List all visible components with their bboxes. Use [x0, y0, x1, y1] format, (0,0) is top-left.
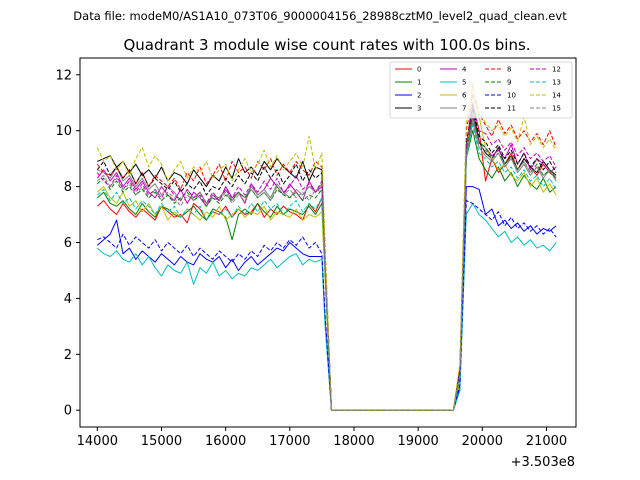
series-line-10 — [97, 200, 557, 411]
legend-label-4: 4 — [462, 66, 467, 74]
series-line-14 — [96, 96, 557, 411]
axis-layer: 14000 15000 16000 17000 18000 19000 20000 21000… — [55, 68, 567, 449]
legend-label-13: 13 — [552, 79, 561, 87]
legend-label-12: 12 — [552, 66, 561, 74]
x-tick-label-15000: 15000 — [141, 434, 182, 449]
series-line-11 — [96, 105, 557, 411]
legend-label-8: 8 — [507, 66, 511, 74]
legend-label-14: 14 — [552, 92, 561, 100]
series-line-1 — [96, 130, 557, 411]
y-tick-label-2: 2 — [64, 348, 72, 363]
legend-label-5: 5 — [462, 79, 466, 87]
chart-title: Quadrant 3 module wise count rates with … — [123, 36, 530, 54]
legend-label-2: 2 — [417, 92, 421, 100]
y-tick-label-4: 4 — [64, 292, 72, 307]
series-line-5 — [96, 202, 557, 411]
x-tick-label-19000: 19000 — [397, 434, 438, 449]
series-line-15 — [96, 119, 557, 411]
legend-box — [389, 61, 573, 119]
y-tick-label-10: 10 — [55, 124, 72, 139]
legend-label-15: 15 — [552, 105, 561, 113]
y-tick-label-0: 0 — [64, 404, 72, 419]
x-tick-label-18000: 18000 — [333, 434, 374, 449]
axes-frame — [79, 57, 577, 428]
series-line-12 — [96, 102, 557, 411]
x-tick-label-14000: 14000 — [77, 434, 118, 449]
series-line-13 — [96, 124, 557, 411]
y-tick-label-8: 8 — [64, 180, 72, 195]
series-layer — [96, 82, 557, 411]
series-line-6 — [96, 82, 557, 411]
x-tick-label-16000: 16000 — [205, 434, 246, 449]
legend-label-11: 11 — [507, 105, 516, 113]
legend-label-1: 1 — [417, 79, 421, 87]
x-tick-label-17000: 17000 — [269, 434, 310, 449]
legend-label-7: 7 — [462, 105, 466, 113]
y-tick-label-12: 12 — [55, 68, 72, 83]
chart-suptitle: Data file: modeM0/AS1A10_073T06_90000041… — [73, 9, 567, 23]
series-line-8 — [96, 93, 557, 411]
x-tick-label-20000: 20000 — [462, 434, 503, 449]
y-tick-label-6: 6 — [64, 236, 72, 251]
legend-label-6: 6 — [462, 92, 467, 100]
legend-label-0: 0 — [417, 66, 421, 74]
x-offset-label: +3.503e8 — [511, 455, 575, 470]
legend-label-9: 9 — [507, 79, 511, 87]
x-tick-label-21000: 21000 — [526, 434, 567, 449]
legend-label-3: 3 — [417, 105, 421, 113]
series-line-2 — [96, 186, 557, 411]
legend-label-10: 10 — [507, 92, 516, 100]
series-line-4 — [96, 116, 557, 411]
